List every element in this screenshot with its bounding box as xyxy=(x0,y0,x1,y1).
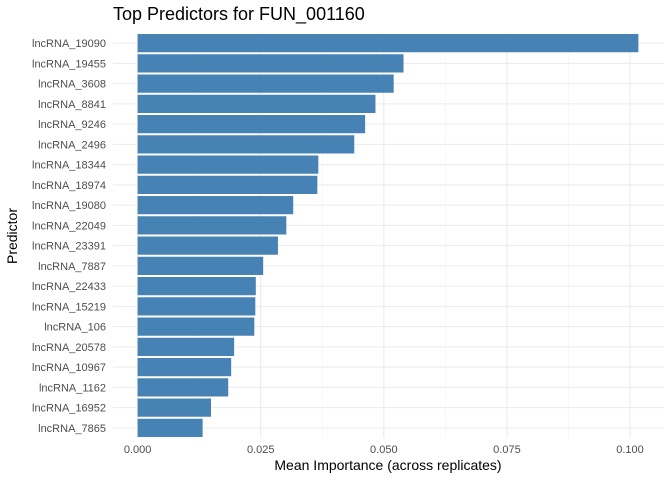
bar-lncRNA_15219 xyxy=(137,297,256,316)
bar-lncRNA_20578 xyxy=(137,337,235,356)
bar-lncRNA_10967 xyxy=(137,358,232,377)
y-tick-label: lncRNA_7865 xyxy=(38,423,106,435)
y-tick-label: lncRNA_18974 xyxy=(32,180,106,192)
y-tick-label: lncRNA_8841 xyxy=(38,99,106,111)
bar-lncRNA_19080 xyxy=(137,196,294,215)
y-tick-label: lncRNA_19455 xyxy=(32,58,106,70)
bar-lncRNA_9246 xyxy=(137,115,366,134)
y-tick-label: lncRNA_15219 xyxy=(32,301,106,313)
chart-title: Top Predictors for FUN_001160 xyxy=(113,4,365,25)
y-axis-title: Predictor xyxy=(4,208,20,264)
y-tick-label: lncRNA_2496 xyxy=(38,139,106,151)
bar-lncRNA_23391 xyxy=(137,236,278,255)
bar-lncRNA_7865 xyxy=(137,418,203,437)
bar-lncRNA_18974 xyxy=(137,175,318,194)
bar-lncRNA_19090 xyxy=(137,34,639,53)
x-tick-label: 0.025 xyxy=(247,444,275,456)
y-tick-label: lncRNA_9246 xyxy=(38,119,106,131)
y-tick-label: lncRNA_20578 xyxy=(32,342,106,354)
y-tick-label: lncRNA_10967 xyxy=(32,362,106,374)
x-tick-label: 0.075 xyxy=(493,444,521,456)
bar-lncRNA_1162 xyxy=(137,378,229,397)
bar-lncRNA_7887 xyxy=(137,256,264,275)
bar-lncRNA_18344 xyxy=(137,155,319,174)
bar-lncRNA_16952 xyxy=(137,398,211,417)
y-tick-label: lncRNA_22433 xyxy=(32,281,106,293)
x-tick-label: 0.100 xyxy=(616,444,644,456)
grid-lines xyxy=(113,33,664,438)
y-tick-label: lncRNA_18344 xyxy=(32,160,106,172)
bar-lncRNA_19455 xyxy=(137,54,404,73)
bar-lncRNA_2496 xyxy=(137,135,355,154)
y-tick-label: lncRNA_19090 xyxy=(32,38,106,50)
x-tick-label: 0.050 xyxy=(370,444,398,456)
bar-lncRNA_22049 xyxy=(137,216,287,235)
y-tick-label: lncRNA_23391 xyxy=(32,241,106,253)
x-axis-title: Mean Importance (across replicates) xyxy=(274,457,501,473)
y-tick-label: lncRNA_3608 xyxy=(38,79,106,91)
y-tick-label: lncRNA_16952 xyxy=(32,403,106,415)
y-axis-tick-labels: lncRNA_19090 lncRNA_19455 lncRNA_3608 lncRN… xyxy=(32,38,106,435)
bar-lncRNA_106 xyxy=(137,317,255,336)
y-tick-label: lncRNA_106 xyxy=(44,322,106,334)
bar-lncRNA_22433 xyxy=(137,277,256,296)
y-tick-label: lncRNA_1162 xyxy=(39,382,106,394)
bars xyxy=(137,34,639,437)
bar-lncRNA_8841 xyxy=(137,94,376,113)
x-axis-tick-labels: 0.000 0.025 0.050 0.075 0.100 xyxy=(124,444,644,456)
y-tick-label: lncRNA_22049 xyxy=(32,220,106,232)
x-tick-label: 0.000 xyxy=(124,444,152,456)
y-tick-label: lncRNA_7887 xyxy=(38,261,106,273)
bar-lncRNA_3608 xyxy=(137,74,394,93)
y-tick-label: lncRNA_19080 xyxy=(32,200,106,212)
